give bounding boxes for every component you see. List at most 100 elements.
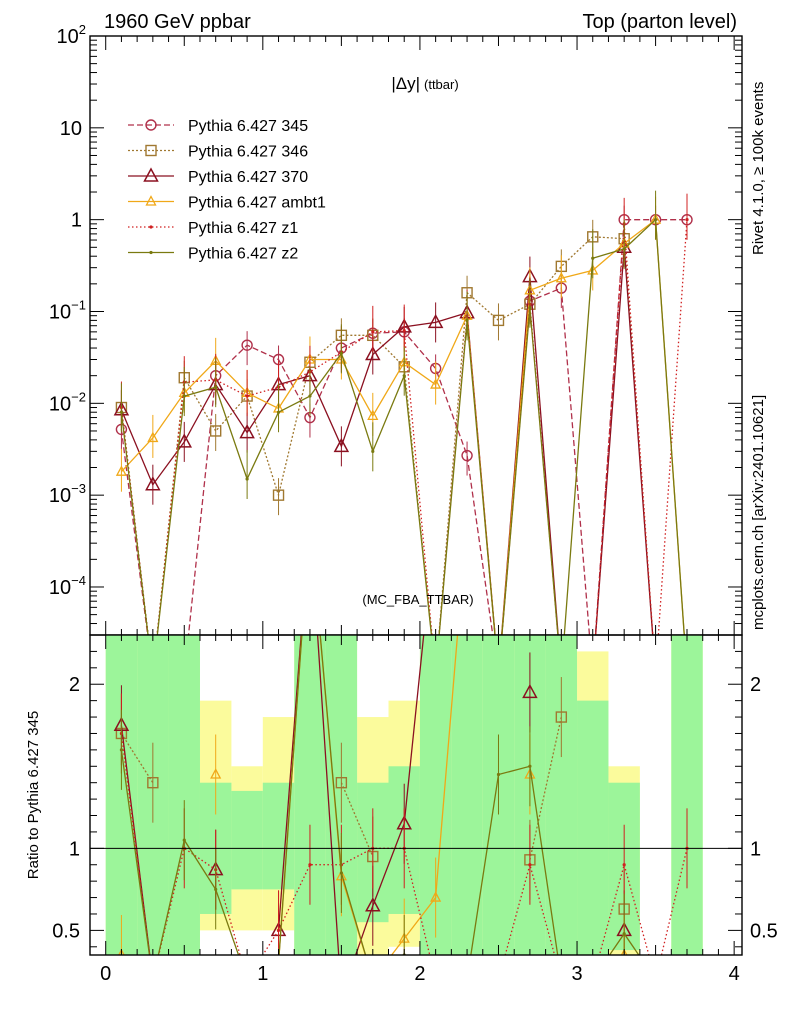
data-point xyxy=(147,431,159,443)
data-point xyxy=(427,313,444,329)
x-tick-label: 3 xyxy=(571,963,582,985)
data-point xyxy=(402,374,406,378)
ratio-point xyxy=(430,891,442,902)
legend-marker xyxy=(145,119,157,131)
data-point xyxy=(461,449,473,462)
data-point xyxy=(276,410,281,414)
ratio-point xyxy=(528,863,532,867)
legend-label: Pythia 6.427 ambt1 xyxy=(188,195,326,212)
y-tick-label: 10−2 xyxy=(49,389,86,415)
legend-label: Pythia 6.427 370 xyxy=(188,169,308,186)
band-green xyxy=(262,782,295,890)
data-point xyxy=(209,425,222,437)
x-axis: 0 1 2 3 4 xyxy=(100,36,740,985)
band-green xyxy=(231,790,263,890)
data-point xyxy=(371,330,375,334)
ratio-point xyxy=(335,776,348,789)
data-point xyxy=(365,345,381,361)
header-left: 1960 GeV ppbar xyxy=(104,11,251,33)
ratio-y-tick-label-right: 0.5 xyxy=(750,920,778,942)
legend-marker xyxy=(149,250,153,255)
data-point xyxy=(239,424,255,439)
legend-label: Pythia 6.427 346 xyxy=(188,144,308,161)
ratio-pythia-6-427-z2 xyxy=(119,635,640,955)
data-point xyxy=(492,314,505,327)
ratio-point xyxy=(528,764,532,768)
data-point xyxy=(182,394,186,398)
data-point xyxy=(465,318,469,322)
y-tick-label: 10−4 xyxy=(49,573,86,599)
y-tick-label: 10 xyxy=(60,118,82,140)
ratio-y-tick-label-right: 1 xyxy=(750,838,761,860)
data-point xyxy=(308,394,312,398)
data-point xyxy=(272,489,285,501)
series-5 xyxy=(119,190,685,635)
data-point xyxy=(339,351,343,355)
legend-entry: Pythia 6.427 z1 xyxy=(128,220,298,237)
ratio-point xyxy=(365,897,381,912)
ratio-y-axis: 0.5 0.5 1 1 2 2 xyxy=(52,634,778,948)
ratio-y-tick-label: 0.5 xyxy=(52,920,80,942)
band-green xyxy=(451,635,483,955)
data-point xyxy=(245,394,249,398)
mcplots-label: mcplots.cern.ch [arXiv:2401.10621] xyxy=(750,395,767,630)
ratio-point xyxy=(622,932,626,936)
data-point xyxy=(333,437,350,453)
ratio-bands xyxy=(105,635,703,955)
ratio-y-tick-label: 1 xyxy=(69,838,80,860)
ratio-ylabel: Ratio to Pythia 6.427 345 xyxy=(25,711,42,879)
x-tick-label: 4 xyxy=(729,963,740,985)
main-series xyxy=(113,190,693,635)
ratio-y-tick-label: 2 xyxy=(69,674,80,696)
data-point xyxy=(176,433,193,448)
legend: Pythia 6.427 345 Pythia 6.427 346 Pythia 6… xyxy=(128,118,326,263)
ratio-point xyxy=(522,683,538,699)
data-point xyxy=(115,465,128,476)
data-point xyxy=(430,378,442,389)
y-tick-label: 1 xyxy=(71,210,82,232)
legend-entry: Pythia 6.427 345 xyxy=(128,118,308,135)
y-tick-label: 102 xyxy=(57,22,86,48)
chart-title-main: |Δy| xyxy=(391,74,420,93)
ratio-point xyxy=(276,928,281,932)
data-point xyxy=(145,476,161,491)
ratio-point xyxy=(555,711,568,723)
legend-label: Pythia 6.427 z1 xyxy=(188,220,298,237)
ratio-point xyxy=(119,748,124,752)
data-point xyxy=(653,218,658,222)
data-point xyxy=(119,410,124,414)
data-point xyxy=(245,477,249,481)
ratio-point xyxy=(214,887,218,891)
y-tick-label: 10−1 xyxy=(49,297,86,323)
x-tick-label: 0 xyxy=(100,963,111,985)
legend-entry: Pythia 6.427 370 xyxy=(128,167,308,186)
y-tick-label: 10−3 xyxy=(49,481,86,507)
data-point xyxy=(371,449,375,453)
legend-label: Pythia 6.427 z2 xyxy=(188,246,298,263)
data-point xyxy=(528,306,532,310)
ratio-point xyxy=(622,863,626,867)
legend-entry: Pythia 6.427 z2 xyxy=(128,246,298,263)
data-point xyxy=(591,256,595,260)
rivet-label: Rivet 4.1.0, ≥ 100k events xyxy=(750,82,767,255)
ratio-point xyxy=(339,871,343,875)
data-point xyxy=(402,328,406,333)
band-green xyxy=(168,635,200,955)
main-y-axis: 10−4 10−3 10−2 10−1 1 10 102 xyxy=(49,22,742,636)
ratio-point xyxy=(308,863,312,867)
header-right: Top (parton level) xyxy=(582,11,737,33)
ratio-point xyxy=(182,838,186,842)
ratio-y-tick-label-right: 2 xyxy=(750,674,761,696)
ratio-point xyxy=(118,948,125,955)
ratio-point xyxy=(496,772,501,777)
legend-entry: Pythia 6.427 ambt1 xyxy=(128,195,326,212)
data-point xyxy=(685,218,689,222)
x-tick-label: 1 xyxy=(257,963,268,985)
band-green xyxy=(671,635,703,955)
legend-marker xyxy=(145,144,157,157)
x-tick-label: 2 xyxy=(414,963,425,985)
watermark: (MC_FBA_TTBAR) xyxy=(362,592,473,607)
main-plot: 10−4 10−3 10−2 10−1 1 10 102 xyxy=(49,22,743,636)
ratio-point xyxy=(210,768,222,779)
